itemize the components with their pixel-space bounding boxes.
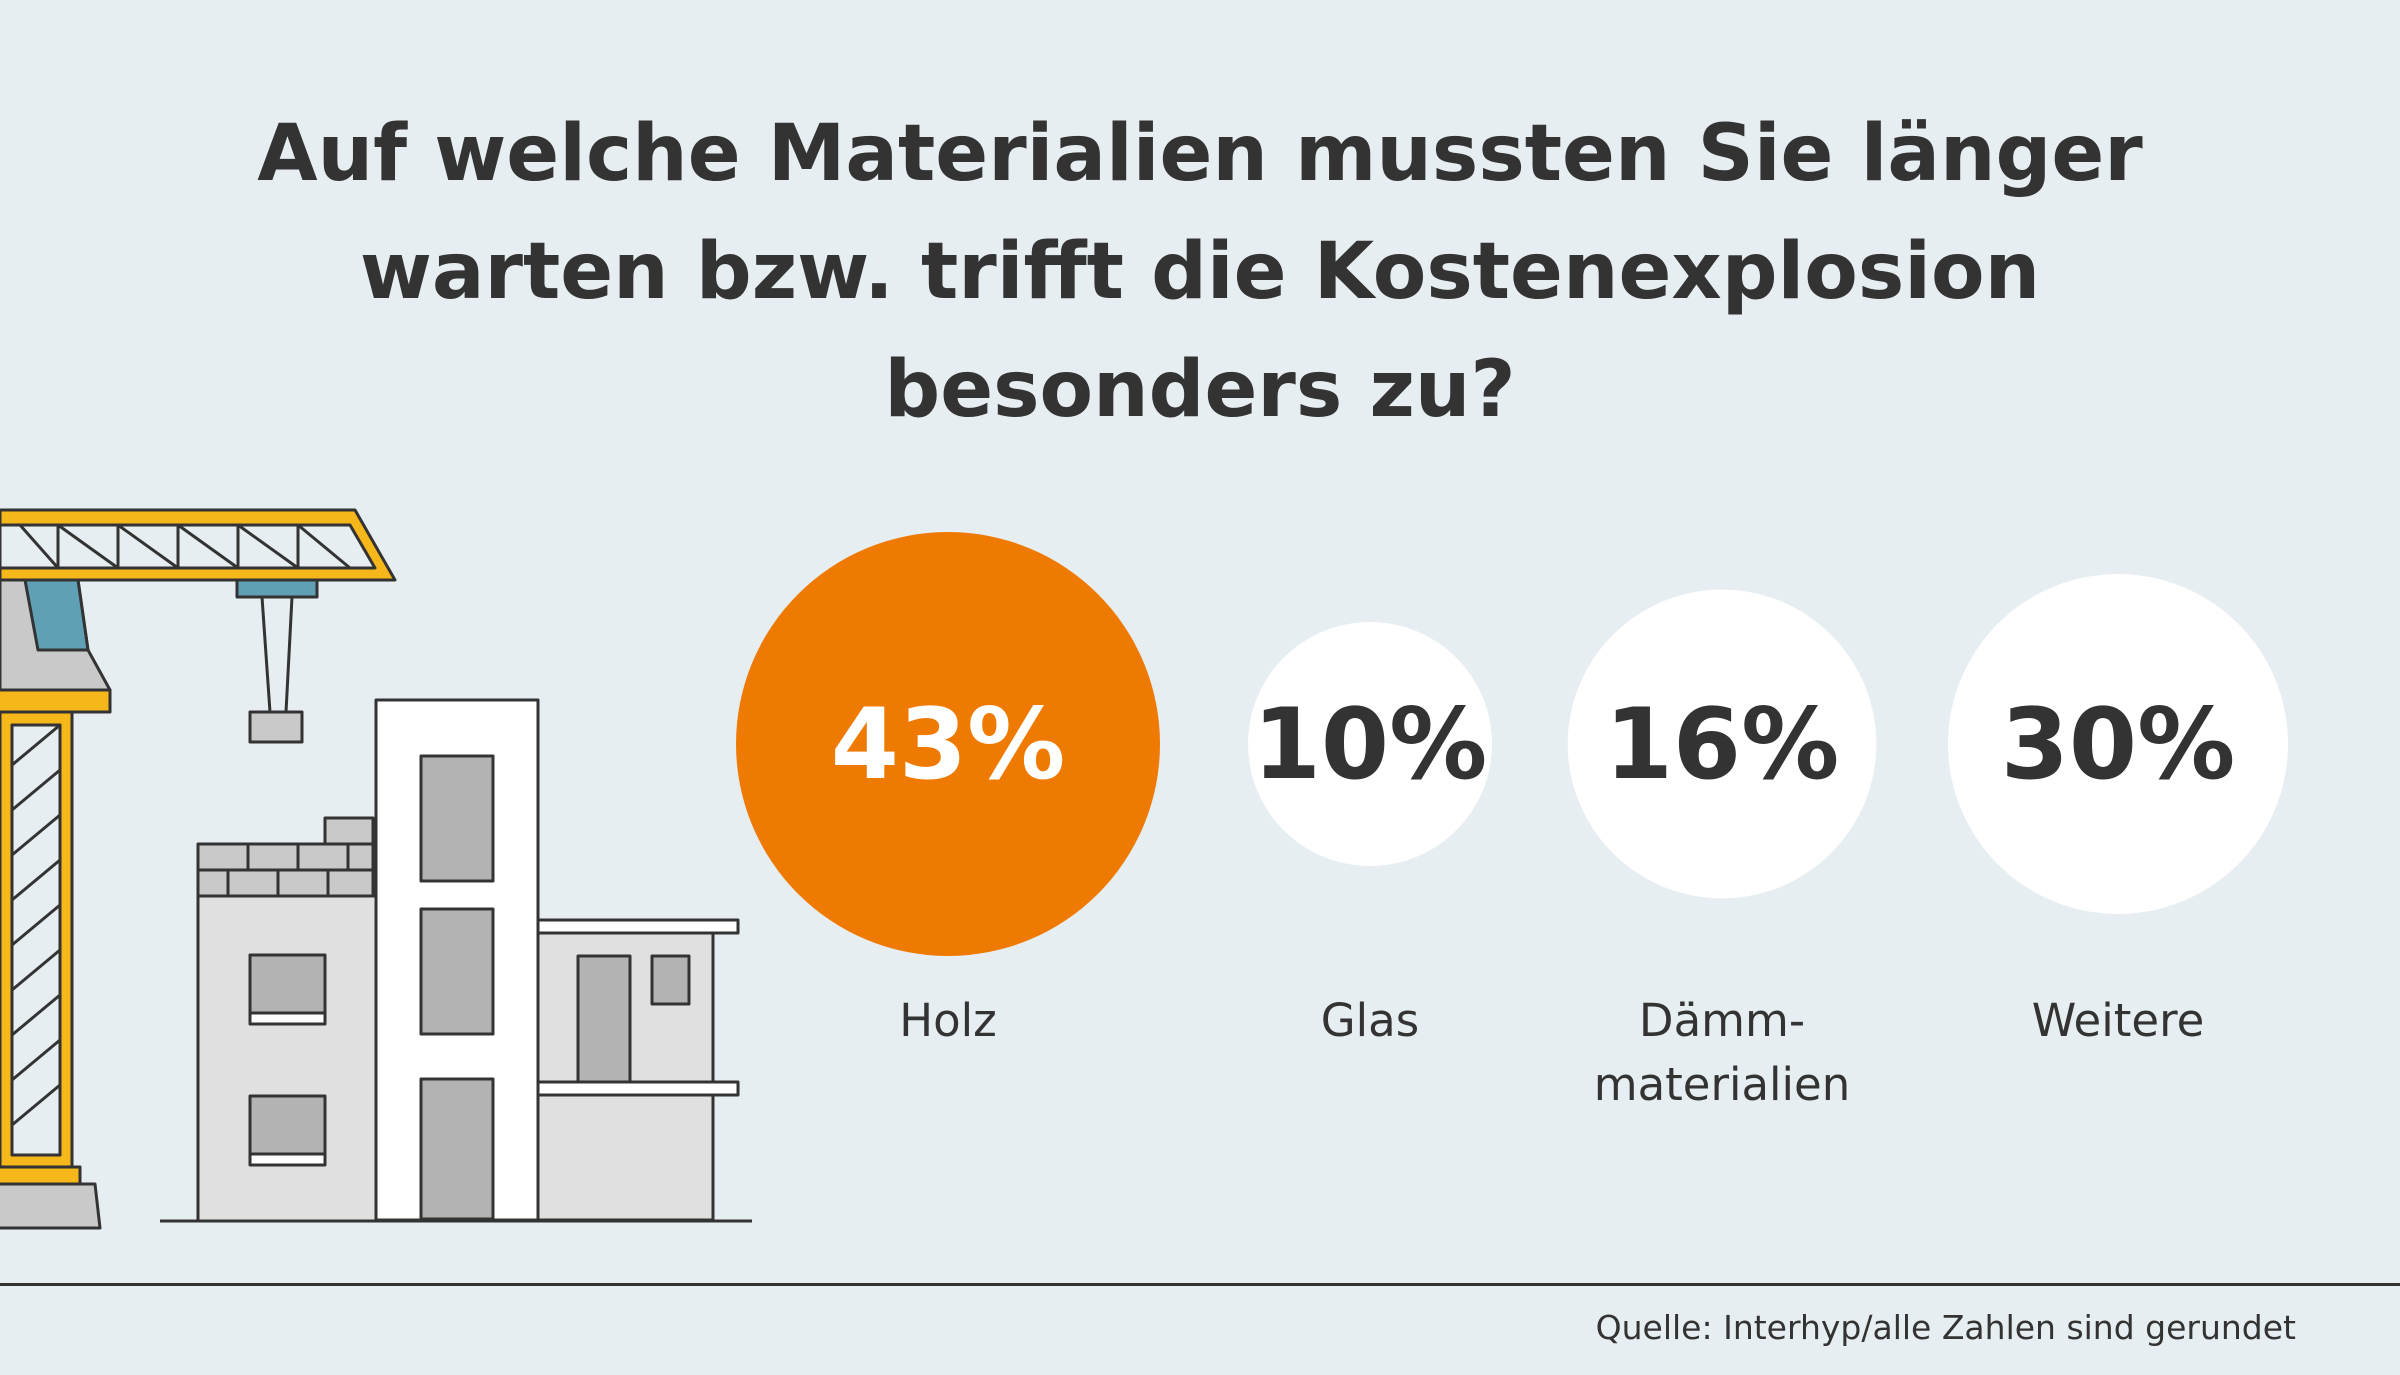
footer-divider xyxy=(0,1283,2400,1286)
construction-illustration xyxy=(0,508,752,1230)
category-label-2-1: materialien xyxy=(1594,1058,1851,1111)
title-line-2: warten bzw. trifft die Kostenexplosion xyxy=(359,227,2041,317)
value-label-0: 43% xyxy=(831,688,1066,802)
category-label-2-0: Dämm- xyxy=(1639,994,1805,1047)
category-label-3-0: Weitere xyxy=(2032,994,2205,1047)
value-label-3: 30% xyxy=(2001,688,2236,802)
chart-title: Auf welche Materialien mussten Sie länge… xyxy=(200,95,2200,449)
bubble-0 xyxy=(736,532,1160,956)
source-note: Quelle: Interhyp/alle Zahlen sind gerund… xyxy=(1595,1308,2296,1347)
bubble-1 xyxy=(1248,622,1492,866)
title-line-3: besonders zu? xyxy=(884,345,1516,435)
value-label-1: 10% xyxy=(1253,688,1488,802)
value-label-2: 16% xyxy=(1605,688,1840,802)
construction-crane-icon xyxy=(0,508,397,1230)
category-label-0-0: Holz xyxy=(899,994,997,1047)
building-under-construction-icon xyxy=(160,698,752,1223)
category-label-1-0: Glas xyxy=(1321,994,1419,1047)
bubble-2 xyxy=(1567,589,1877,899)
bubble-3 xyxy=(1948,574,2288,914)
title-line-1: Auf welche Materialien mussten Sie länge… xyxy=(257,109,2143,199)
